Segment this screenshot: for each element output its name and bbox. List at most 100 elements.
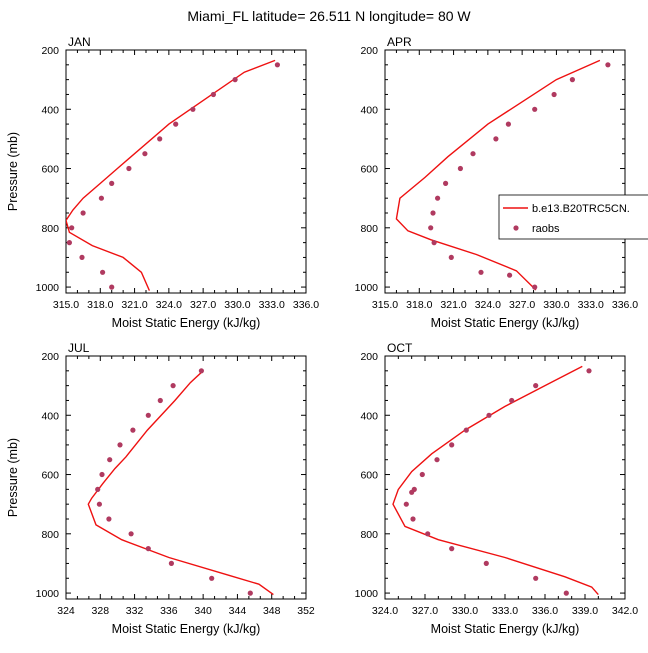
obs-point bbox=[532, 284, 538, 290]
x-tick-label: 327.0 bbox=[509, 299, 535, 311]
obs-point bbox=[448, 254, 454, 260]
plot-frame bbox=[384, 49, 626, 294]
x-tick-label: 315.0 bbox=[53, 299, 79, 311]
plot-frame bbox=[65, 355, 307, 600]
obs-point bbox=[430, 210, 436, 216]
legend-box bbox=[498, 194, 648, 240]
x-tick-label: 340 bbox=[194, 605, 212, 617]
y-tick-label: 1000 bbox=[36, 588, 60, 600]
obs-point bbox=[145, 412, 151, 418]
x-tick-label: 328 bbox=[92, 605, 110, 617]
x-tick-label: 321.0 bbox=[440, 299, 466, 311]
y-tick-label: 400 bbox=[41, 410, 59, 422]
x-tick-label: 318.0 bbox=[406, 299, 432, 311]
obs-point bbox=[470, 151, 476, 157]
x-tick-label: 342.0 bbox=[612, 605, 638, 617]
x-tick-label: 339.0 bbox=[572, 605, 598, 617]
obs-point bbox=[586, 368, 592, 374]
obs-point bbox=[210, 91, 216, 98]
obs-point bbox=[130, 427, 136, 433]
obs-point bbox=[96, 501, 102, 507]
obs-point bbox=[157, 397, 163, 404]
plot-frame bbox=[65, 49, 307, 294]
x-tick-label: 324.0 bbox=[475, 299, 501, 311]
x-tick-label: 348 bbox=[263, 605, 281, 617]
y-tick-label: 1000 bbox=[355, 588, 379, 600]
obs-point bbox=[505, 121, 511, 127]
obs-point bbox=[410, 516, 416, 522]
obs-point bbox=[209, 575, 215, 581]
x-tick-label: 344 bbox=[229, 605, 247, 617]
obs-point bbox=[117, 442, 123, 448]
obs-point bbox=[106, 516, 112, 522]
obs-point bbox=[109, 284, 115, 290]
obs-point bbox=[569, 77, 576, 83]
obs-point bbox=[443, 180, 449, 186]
x-tick-label: 315.0 bbox=[372, 299, 398, 311]
obs-point bbox=[509, 397, 515, 404]
obs-point bbox=[493, 136, 499, 142]
obs-point bbox=[99, 471, 105, 478]
obs-point bbox=[173, 121, 179, 127]
model-line bbox=[66, 59, 276, 291]
model-line bbox=[87, 370, 274, 596]
y-tick-label: 1000 bbox=[355, 282, 379, 294]
obs-point bbox=[563, 590, 569, 596]
x-tick-label: 333.0 bbox=[259, 299, 285, 311]
x-tick-label: 321.0 bbox=[121, 299, 147, 311]
obs-point bbox=[126, 165, 132, 172]
obs-point bbox=[449, 546, 455, 552]
main-title: Miami_FL latitude= 26.511 N longitude= 8… bbox=[187, 8, 471, 24]
panel-jul: 324 328 332 336 340 344 348 352 200 400 600 800 1000… bbox=[6, 341, 315, 636]
y-axis-title: Pressure (mb) bbox=[6, 132, 20, 211]
legend-model-label: b.e13.B20TRC5CN. bbox=[532, 203, 630, 215]
obs-point bbox=[128, 531, 134, 537]
x-tick-label: 318.0 bbox=[87, 299, 113, 311]
obs-point bbox=[449, 442, 455, 448]
obs-point bbox=[486, 412, 492, 418]
obs-point bbox=[457, 165, 463, 172]
legend-obs-swatch bbox=[513, 225, 519, 231]
obs-point bbox=[170, 383, 176, 389]
x-tick-label: 352 bbox=[297, 605, 315, 617]
obs-point bbox=[409, 489, 415, 495]
y-tick-label: 400 bbox=[41, 104, 59, 116]
x-tick-label: 336.0 bbox=[612, 299, 638, 311]
obs-point bbox=[463, 427, 469, 433]
obs-point bbox=[428, 225, 434, 231]
x-tick-label: 327.0 bbox=[190, 299, 216, 311]
x-tick-label: 330.0 bbox=[452, 605, 478, 617]
obs-point bbox=[109, 180, 115, 186]
panel-jan: 315.0 318.0 321.0 324.0 327.0 330.0 333.0 336.0… bbox=[6, 35, 319, 330]
y-tick-label: 800 bbox=[360, 529, 378, 541]
x-tick-label: 327.0 bbox=[412, 605, 438, 617]
y-tick-label: 200 bbox=[360, 45, 378, 57]
obs-point bbox=[435, 195, 441, 201]
x-tick-label: 324 bbox=[57, 605, 75, 617]
panel-label: JAN bbox=[68, 35, 91, 49]
plot-frame bbox=[384, 355, 626, 600]
obs-point bbox=[168, 560, 174, 567]
y-tick-label: 200 bbox=[41, 45, 59, 57]
x-tick-label: 333.0 bbox=[492, 605, 518, 617]
obs-point bbox=[483, 560, 489, 567]
obs-point bbox=[190, 106, 196, 112]
panel-label: APR bbox=[387, 35, 412, 49]
legend-obs-label: raobs bbox=[532, 223, 560, 235]
model-line bbox=[395, 59, 601, 291]
obs-point bbox=[66, 240, 72, 246]
x-tick-label: 324.0 bbox=[156, 299, 182, 311]
obs-point bbox=[478, 269, 484, 275]
x-axis-title: Moist Static Energy (kJ/kg) bbox=[431, 316, 580, 330]
panel-label: OCT bbox=[387, 341, 413, 355]
y-tick-label: 200 bbox=[360, 351, 378, 363]
panel-label: JUL bbox=[68, 341, 90, 355]
x-axis-title: Moist Static Energy (kJ/kg) bbox=[112, 316, 261, 330]
obs-point bbox=[551, 91, 557, 98]
y-tick-label: 800 bbox=[41, 223, 59, 235]
y-tick-label: 600 bbox=[41, 470, 59, 482]
panel-apr: 315.0 318.0 321.0 324.0 327.0 330.0 333.0 336.0… bbox=[355, 35, 639, 330]
obs-point bbox=[95, 486, 101, 492]
obs-point bbox=[533, 383, 539, 389]
